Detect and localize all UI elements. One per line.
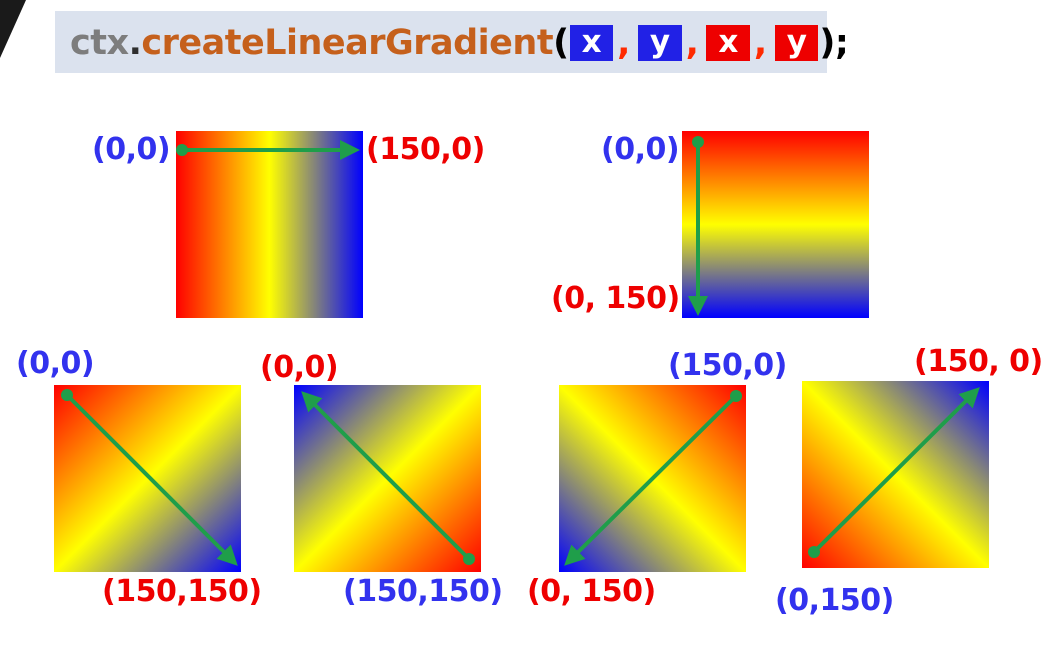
arg-y1: y [774,25,819,61]
end-label: (0, 150) [551,281,680,316]
arrow-start-dot [61,389,73,401]
arrow-diagonal-bl-tr [812,387,980,554]
end-label: (0,0) [260,350,339,385]
code-comma: , [685,23,699,63]
gradient-square-vertical [682,131,869,318]
code-open-paren: ( [553,23,569,63]
code-object: ctx [70,23,129,63]
arrow-diagonal-tl-br [65,393,238,566]
start-label: (0,0) [92,132,171,167]
code-line: ctx . createLinearGradient ( x , y , x ,… [70,16,849,70]
end-label: (150, 0) [914,344,1043,379]
arrow-start-dot [808,546,820,558]
arrow-start-dot [176,144,188,156]
start-label: (150,150) [343,574,503,609]
code-comma: , [617,23,630,63]
end-label: (0, 150) [527,574,656,609]
corner-decoration [0,0,26,58]
code-banner [55,11,827,73]
end-label: (150,150) [102,574,262,609]
gradient-square-diagonal-tl-br [54,385,241,572]
gradient-square-diagonal-bl-tr [802,381,989,568]
start-label: (0,0) [16,346,95,381]
arrow-start-dot [692,136,704,148]
arrow-diagonal-tr-bl [564,394,738,566]
start-label: (0,0) [601,132,680,167]
arrow-diagonal-br-tl [301,391,471,561]
start-label: (0,150) [775,583,894,618]
arrow-start-dot [730,390,742,402]
code-method: createLinearGradient [141,23,554,63]
end-label: (150,0) [366,132,485,167]
start-label: (150,0) [668,348,787,383]
gradient-square-horizontal [176,131,363,318]
arg-x1: x [706,25,750,61]
arrow-start-dot [463,553,475,565]
code-comma: , [753,23,767,63]
code-dot: . [128,23,142,63]
code-close: ); [819,23,849,63]
arg-x0: x [569,25,614,61]
arg-y0: y [637,25,682,61]
